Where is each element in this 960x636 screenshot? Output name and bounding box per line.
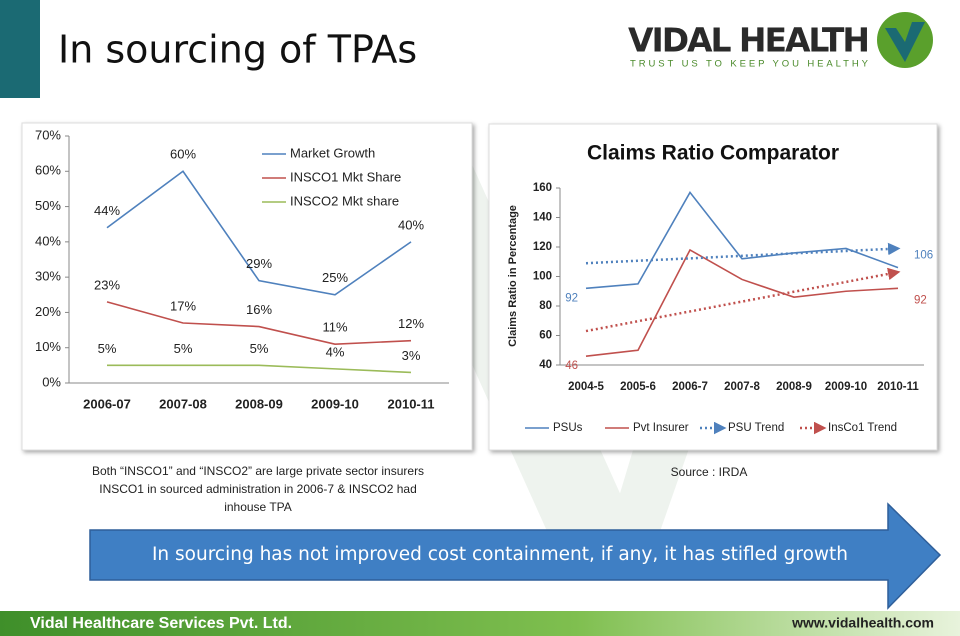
y-tick-label: 40% <box>35 233 61 248</box>
data-label: 60% <box>170 147 196 162</box>
data-label: 29% <box>246 256 272 271</box>
callout-arrow <box>89 502 942 610</box>
legend-label: INSCO2 Mkt share <box>290 193 399 208</box>
y-tick-label: 160 <box>533 182 552 194</box>
data-label: 5% <box>250 341 269 356</box>
y-tick-label: 20% <box>35 304 61 319</box>
chart-frame <box>488 123 938 451</box>
data-label: 40% <box>398 217 424 232</box>
y-axis-label: Claims Ratio in Percentage <box>507 205 519 347</box>
series-line <box>106 170 412 296</box>
x-tick-label: 2007-8 <box>724 381 760 393</box>
chart-title: Claims Ratio Comparator <box>587 142 839 165</box>
data-label: 92 <box>914 294 927 306</box>
y-tick-label: 140 <box>533 212 552 224</box>
callout-text: In sourcing has not improved cost contai… <box>152 544 848 565</box>
y-tick-label: 80 <box>539 300 552 312</box>
data-label: 17% <box>170 298 196 313</box>
accent-bar <box>0 0 40 98</box>
legend-label: INSCO1 Mkt Share <box>290 169 401 184</box>
legend-label: PSUs <box>553 422 583 434</box>
watermark <box>380 160 790 560</box>
x-tick-label: 2009-10 <box>825 381 867 393</box>
legend-label: PSU Trend <box>728 422 784 434</box>
series-line <box>585 190 899 290</box>
x-tick-label: 2006-07 <box>83 396 131 411</box>
x-tick-label: 2007-08 <box>159 396 207 411</box>
y-tick-label: 40 <box>539 359 552 371</box>
data-label: 46 <box>565 360 578 372</box>
data-label: 16% <box>246 302 272 317</box>
caption-line: Both “INSCO1” and “INSCO2” are large pri… <box>92 464 424 478</box>
caption-line: INSCO1 in sourced administration in 2006… <box>99 482 417 496</box>
chart-frame <box>21 122 473 451</box>
y-tick-label: 30% <box>35 269 61 284</box>
y-tick-label: 50% <box>35 198 61 213</box>
caption-line: inhouse TPA <box>224 500 292 514</box>
data-label: 3% <box>402 348 421 363</box>
series-line <box>585 242 901 265</box>
y-tick-label: 0% <box>42 374 61 389</box>
logo-v <box>885 22 925 62</box>
x-tick-label: 2005-6 <box>620 381 656 393</box>
data-label: 4% <box>326 344 345 359</box>
x-tick-label: 2009-10 <box>311 396 359 411</box>
tagline: TRUST US TO KEEP YOU HEALTHY <box>630 59 870 70</box>
data-label: 12% <box>398 316 424 331</box>
x-tick-label: 2008-09 <box>235 396 283 411</box>
slide-title: In sourcing of TPAs <box>58 28 417 72</box>
y-tick-label: 120 <box>533 241 552 253</box>
legend-label: Market Growth <box>290 145 375 160</box>
series-line <box>585 248 899 357</box>
legend-label: Pvt Insurer <box>633 422 689 434</box>
data-label: 11% <box>322 320 347 335</box>
x-tick-label: 2008-9 <box>776 381 812 393</box>
source: Source : IRDA <box>671 465 748 479</box>
y-tick-label: 60 <box>539 330 552 342</box>
y-tick-label: 100 <box>533 271 552 283</box>
data-label: 92 <box>565 292 578 304</box>
legend-label: InsCo1 Trend <box>828 422 897 434</box>
footer-right: www.vidalhealth.com <box>791 615 934 631</box>
footer <box>0 611 960 636</box>
series-line <box>107 364 412 374</box>
data-label: 5% <box>174 341 193 356</box>
series-line <box>106 301 412 345</box>
footer-left: Vidal Healthcare Services Pvt. Ltd. <box>30 615 292 632</box>
x-tick-label: 2004-5 <box>568 381 604 393</box>
y-tick-label: 10% <box>35 339 61 354</box>
data-label: 23% <box>94 277 120 292</box>
x-tick-label: 2006-7 <box>672 381 708 393</box>
x-tick-label: 2010-11 <box>877 381 919 393</box>
data-label: 44% <box>94 203 120 218</box>
data-label: 106 <box>914 250 933 262</box>
data-label: 25% <box>322 270 348 285</box>
logo: VIDAL HEALTH <box>628 21 870 60</box>
y-tick-label: 60% <box>35 163 61 178</box>
x-tick-label: 2010-11 <box>388 396 435 411</box>
y-tick-label: 70% <box>35 127 61 142</box>
data-label: 5% <box>98 341 117 356</box>
